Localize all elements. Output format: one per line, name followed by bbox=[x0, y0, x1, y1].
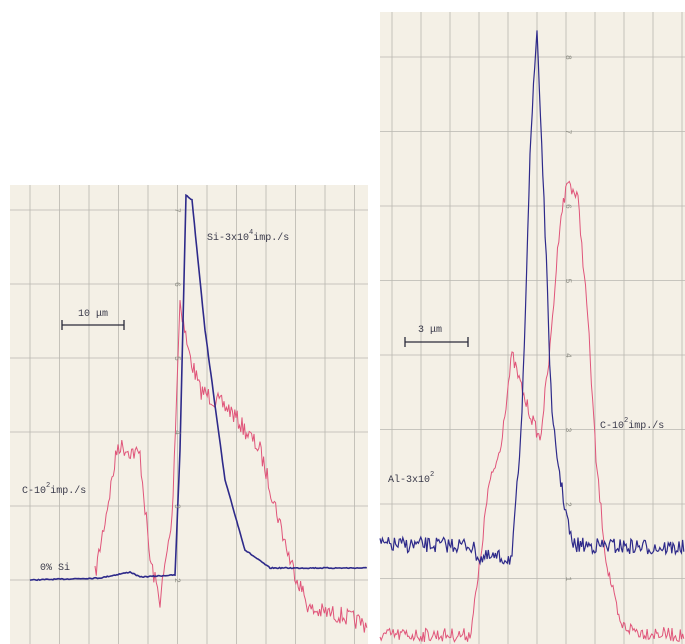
paper-number: 6 bbox=[563, 204, 572, 209]
traces bbox=[29, 30, 685, 643]
annotation: C-102imp./s bbox=[22, 482, 86, 497]
annotation: Al-3x102 bbox=[388, 471, 434, 486]
annotation-text: imp./s bbox=[628, 420, 664, 432]
scale-label: 10 μm bbox=[78, 309, 108, 320]
paper-number: 7 bbox=[563, 130, 572, 135]
trace bbox=[29, 193, 367, 582]
trace bbox=[379, 180, 685, 643]
paper-number: 1 bbox=[563, 577, 572, 582]
annotation: C-102imp./s bbox=[600, 417, 664, 432]
superscript: 2 bbox=[46, 482, 50, 490]
trace bbox=[94, 300, 368, 633]
paper-number: 7 bbox=[172, 208, 181, 213]
annotation-text: C-10 bbox=[22, 486, 46, 497]
left-paper bbox=[10, 185, 368, 644]
trace bbox=[379, 30, 685, 566]
paper-number: 3 bbox=[563, 428, 572, 433]
scale-label: 3 μm bbox=[418, 325, 442, 336]
annotation-text: imp./s bbox=[253, 232, 289, 244]
annotation-text: imp./s bbox=[50, 485, 86, 497]
annotation-text: C-10 bbox=[600, 421, 624, 432]
paper-number: 6 bbox=[172, 282, 181, 287]
annotation: 0% Si bbox=[40, 562, 70, 574]
paper-number: 5 bbox=[172, 356, 181, 361]
paper-number: 4 bbox=[563, 353, 572, 358]
annotation: Si-3x104imp./s bbox=[207, 229, 289, 244]
paper-number: 3 bbox=[172, 504, 181, 509]
superscript: 2 bbox=[624, 417, 628, 425]
superscript: 4 bbox=[249, 229, 253, 237]
annotation-text: Si-3x10 bbox=[207, 232, 249, 244]
annotation-text: Al-3x10 bbox=[388, 474, 430, 486]
paper-number: 5 bbox=[563, 279, 572, 284]
paper-number: 2 bbox=[563, 502, 572, 507]
paper-number: 4 bbox=[172, 430, 181, 435]
scale-bars bbox=[61, 320, 469, 347]
paper-number: 2 bbox=[172, 578, 181, 583]
paper-number: 8 bbox=[563, 55, 572, 60]
superscript: 2 bbox=[430, 471, 434, 479]
paper-numbers: 7 6 5 4 3 2 8 7 6 5 4 3 2 1 bbox=[172, 55, 572, 583]
